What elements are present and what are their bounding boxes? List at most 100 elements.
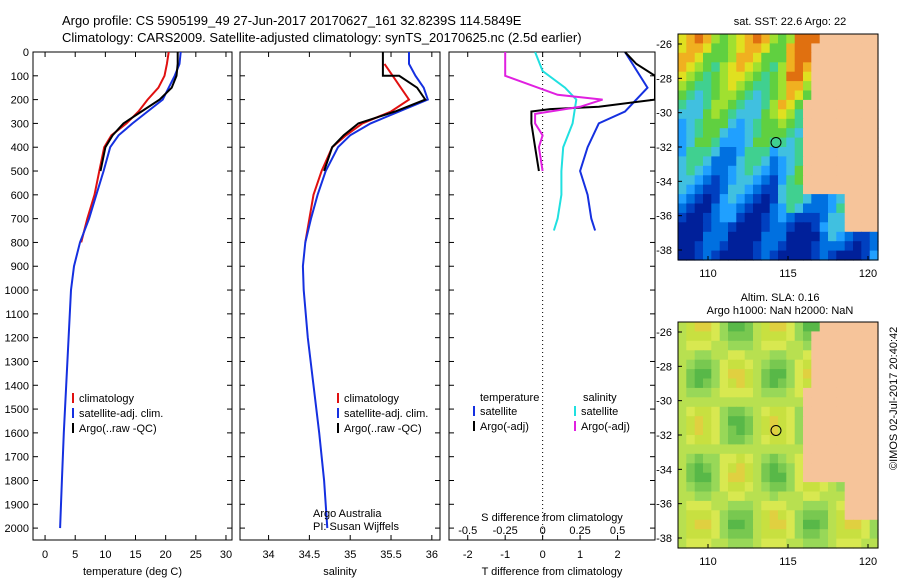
map-cell bbox=[778, 212, 787, 223]
map-cell bbox=[853, 250, 862, 261]
map-cell bbox=[819, 62, 829, 73]
map-cell bbox=[694, 387, 704, 398]
map-cell bbox=[811, 529, 821, 540]
map-cell bbox=[728, 250, 737, 261]
map-cell bbox=[794, 81, 804, 92]
map-cell bbox=[769, 147, 779, 157]
map-cell bbox=[744, 99, 754, 110]
y-tick-label: 1500 bbox=[5, 404, 29, 416]
map-cell bbox=[861, 463, 871, 474]
map-cell bbox=[778, 387, 787, 398]
map-cell bbox=[794, 165, 804, 176]
map-cell bbox=[811, 472, 821, 483]
map-cell bbox=[836, 99, 846, 110]
map-cell bbox=[719, 118, 729, 129]
map-cell bbox=[736, 34, 746, 44]
map-cell bbox=[844, 529, 854, 540]
map-cell bbox=[711, 194, 721, 205]
map-cell bbox=[869, 34, 879, 44]
map-cell bbox=[736, 241, 746, 252]
map-cell bbox=[678, 184, 687, 195]
map-cell bbox=[769, 241, 779, 252]
map-cell bbox=[794, 71, 804, 82]
map-cell bbox=[794, 331, 804, 342]
y-tick-label: 800 bbox=[11, 237, 29, 249]
map-cell bbox=[744, 482, 754, 493]
map-cell bbox=[711, 184, 721, 195]
map-cell bbox=[861, 491, 871, 502]
map-cell bbox=[711, 322, 721, 332]
map-cell bbox=[794, 444, 804, 455]
temp-legend-1-label: climatology bbox=[79, 393, 135, 405]
map-y-tick-label: -36 bbox=[656, 499, 672, 511]
map-cell bbox=[761, 99, 771, 110]
map-cell bbox=[753, 425, 762, 436]
map-cell bbox=[811, 250, 821, 261]
map-cell bbox=[736, 250, 746, 261]
map-cell bbox=[811, 156, 821, 167]
map-cell bbox=[786, 331, 796, 342]
argo-position-marker bbox=[770, 136, 782, 148]
map-cell bbox=[761, 156, 771, 167]
map-cell bbox=[794, 156, 804, 167]
map-cell bbox=[761, 71, 771, 82]
map-cell bbox=[819, 453, 829, 464]
map-cell bbox=[703, 519, 712, 530]
map-cell bbox=[736, 62, 746, 73]
map-cell bbox=[744, 81, 754, 92]
map-cell bbox=[803, 500, 812, 511]
map-cell bbox=[778, 184, 787, 195]
map-cell bbox=[869, 500, 879, 511]
map-cell bbox=[853, 71, 862, 82]
map-cell bbox=[711, 147, 721, 157]
map-cell bbox=[711, 241, 721, 252]
map-cell bbox=[853, 203, 862, 214]
map-cell bbox=[803, 359, 812, 370]
map-cell bbox=[728, 406, 737, 417]
map-cell bbox=[703, 387, 712, 398]
map-cell bbox=[803, 222, 812, 233]
map-cell bbox=[761, 118, 771, 129]
map-cell bbox=[836, 43, 846, 54]
map-cell bbox=[694, 510, 704, 521]
map-cell bbox=[703, 453, 712, 464]
map-cell bbox=[811, 500, 821, 511]
map-cell bbox=[761, 463, 771, 474]
map-cell bbox=[844, 231, 854, 242]
map-cell bbox=[811, 184, 821, 195]
map-cell bbox=[828, 71, 837, 82]
map-cell bbox=[761, 194, 771, 205]
map-cell bbox=[761, 340, 771, 351]
map-cell bbox=[869, 340, 879, 351]
map-cell bbox=[736, 212, 746, 223]
map-cell bbox=[711, 538, 721, 549]
map-cell bbox=[719, 90, 729, 101]
sal-legend-1-label: climatology bbox=[344, 393, 400, 405]
map-cell bbox=[819, 222, 829, 233]
map-cell bbox=[778, 250, 787, 261]
map-cell bbox=[836, 194, 846, 205]
map-cell bbox=[744, 71, 754, 82]
map-cell bbox=[686, 369, 696, 380]
map-cell bbox=[678, 43, 687, 54]
map-cell bbox=[786, 378, 796, 389]
map-cell bbox=[786, 406, 796, 417]
map-cell bbox=[719, 241, 729, 252]
map-cell bbox=[744, 52, 754, 63]
map-cell bbox=[778, 137, 787, 148]
map-cell bbox=[836, 340, 846, 351]
map-cell bbox=[703, 331, 712, 342]
map-cell bbox=[811, 519, 821, 530]
map-cell bbox=[703, 463, 712, 474]
map-cell bbox=[836, 463, 846, 474]
map-cell bbox=[836, 397, 846, 408]
map-cell bbox=[844, 118, 854, 129]
map-cell bbox=[869, 538, 879, 549]
map-y-tick-label: -36 bbox=[656, 211, 672, 223]
map-cell bbox=[711, 118, 721, 129]
map-cell bbox=[786, 165, 796, 176]
map-cell bbox=[678, 81, 687, 92]
map-cell bbox=[703, 241, 712, 252]
map-cell bbox=[836, 147, 846, 157]
map-cell bbox=[786, 52, 796, 63]
